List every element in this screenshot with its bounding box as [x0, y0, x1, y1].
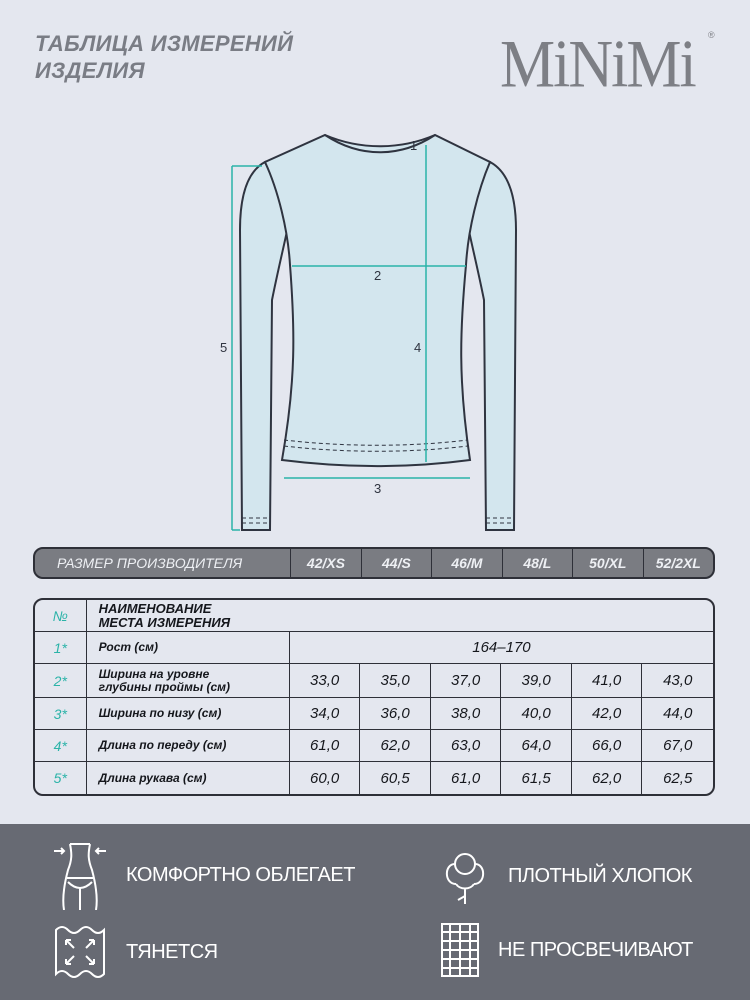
features-panel: КОМФОРТНО ОБЛЕГАЕТ ПЛОТНЫЙ ХЛОПОК ТЯНЕТС… — [0, 824, 750, 1000]
table-row: 3* Ширина по низу (см) 34,0 36,0 38,0 40,0 4… — [35, 698, 713, 730]
size-52-2xl: 52/2XL — [642, 549, 713, 577]
height-value: 164–170 — [289, 632, 713, 664]
row-name: Длина по переду (см) — [86, 730, 290, 762]
feature-label: НЕ ПРОСВЕЧИВАЮТ — [498, 938, 693, 961]
cell: 62,0 — [360, 730, 431, 762]
cell: 41,0 — [571, 664, 643, 698]
cell: 60,5 — [360, 762, 431, 794]
feature-label: КОМФОРТНО ОБЛЕГАЕТ — [126, 863, 355, 886]
feature-cotton: ПЛОТНЫЙ ХЛОПОК — [440, 846, 692, 906]
measurement-table: № НАИМЕНОВАНИЕ МЕСТА ИЗМЕРЕНИЯ 1* Рост (с… — [33, 598, 715, 796]
size-label: РАЗМЕР ПРОИЗВОДИТЕЛЯ — [57, 555, 243, 571]
row-name: Ширина на уровне глубины проймы (см) — [86, 664, 290, 698]
feature-label: ТЯНЕТСЯ — [126, 940, 218, 963]
col-name: НАИМЕНОВАНИЕ МЕСТА ИЗМЕРЕНИЯ — [86, 600, 713, 632]
cell: 38,0 — [430, 698, 502, 730]
table-row: 2* Ширина на уровне глубины проймы (см) 3… — [35, 664, 713, 698]
table-row: 4* Длина по переду (см) 61,0 62,0 63,0 64,0… — [35, 730, 713, 762]
cell: 44,0 — [642, 698, 713, 730]
label-1: 1 — [410, 138, 417, 153]
cell: 35,0 — [360, 664, 431, 698]
cell: 63,0 — [430, 730, 502, 762]
table-header-row: № НАИМЕНОВАНИЕ МЕСТА ИЗМЕРЕНИЯ — [35, 600, 713, 632]
cell: 39,0 — [501, 664, 572, 698]
row-name: Длина рукава (см) — [87, 762, 290, 794]
title-line-1: ТАБЛИЦА ИЗМЕРЕНИЙ — [35, 31, 294, 56]
label-3: 3 — [374, 481, 381, 496]
label-4: 4 — [414, 340, 421, 355]
shirt-body — [263, 133, 492, 467]
table-row: 5* Длина рукава (см) 60,0 60,5 61,0 61,5 62,… — [35, 762, 713, 794]
feature-stretch: ТЯНЕТСЯ — [52, 924, 218, 980]
cell: 40,0 — [501, 698, 572, 730]
label-2: 2 — [374, 268, 381, 283]
size-42-xs: 42/XS — [290, 549, 360, 577]
page-title: ТАБЛИЦА ИЗМЕРЕНИЙ ИЗДЕЛИЯ — [35, 30, 293, 84]
size-46-m: 46/M — [431, 549, 501, 577]
brand-logo: MiNiMi — [500, 27, 697, 102]
table-row: 1* Рост (см) 164–170 — [35, 632, 713, 664]
cotton-icon — [445, 853, 485, 904]
row-no: 5* — [35, 762, 87, 794]
weave-icon — [441, 923, 479, 977]
title-line-2: ИЗДЕЛИЯ — [35, 58, 145, 83]
cell: 66,0 — [571, 730, 643, 762]
feature-fit: КОМФОРТНО ОБЛЕГАЕТ — [52, 840, 355, 910]
cell: 36,0 — [360, 698, 431, 730]
registered-mark: ® — [708, 30, 715, 40]
cell: 62,5 — [663, 769, 693, 787]
cell: 61,0 — [289, 730, 361, 762]
cell: 64,0 — [501, 730, 572, 762]
cell: 37,0 — [430, 664, 502, 698]
feature-label: ПЛОТНЫЙ ХЛОПОК — [508, 864, 692, 887]
row-name: Рост (см) — [86, 632, 290, 664]
cell: 61,5 — [501, 762, 572, 794]
row-no: 1* — [35, 632, 87, 664]
size-50-xl: 50/XL — [572, 549, 642, 577]
col-name-line-2: МЕСТА ИЗМЕРЕНИЯ — [98, 614, 231, 630]
row-no: 3* — [35, 698, 87, 730]
cell: 33,0 — [289, 664, 361, 698]
row-name-line-1: Ширина на уровне — [98, 666, 210, 681]
row-name-line-2: глубины проймы (см) — [98, 679, 231, 694]
stretch-icon — [55, 926, 105, 978]
col-name-line-1: НАИМЕНОВАНИЕ — [98, 600, 212, 616]
label-5: 5 — [220, 340, 227, 355]
size-header-bar: РАЗМЕР ПРОИЗВОДИТЕЛЯ 42/XS 44/S 46/M 48/… — [33, 547, 715, 579]
cell: 34,0 — [289, 698, 361, 730]
cell: 61,0 — [431, 762, 502, 794]
size-44-s: 44/S — [360, 549, 431, 577]
garment-diagram: 1 2 3 4 5 — [220, 133, 518, 531]
cell: 60,0 — [290, 762, 361, 794]
cell: 43,0 — [642, 664, 713, 698]
body-fit-icon — [54, 843, 106, 910]
row-name: Ширина по низу (см) — [86, 698, 290, 730]
cell: 42,0 — [571, 698, 643, 730]
cell: 62,0 — [572, 762, 643, 794]
cell: 67,0 — [642, 730, 713, 762]
row-no: 4* — [35, 730, 87, 762]
size-48-l: 48/L — [501, 549, 572, 577]
row-no: 2* — [35, 664, 87, 698]
col-no: № — [35, 600, 87, 632]
feature-opaque: НЕ ПРОСВЕЧИВАЮТ — [440, 922, 693, 978]
